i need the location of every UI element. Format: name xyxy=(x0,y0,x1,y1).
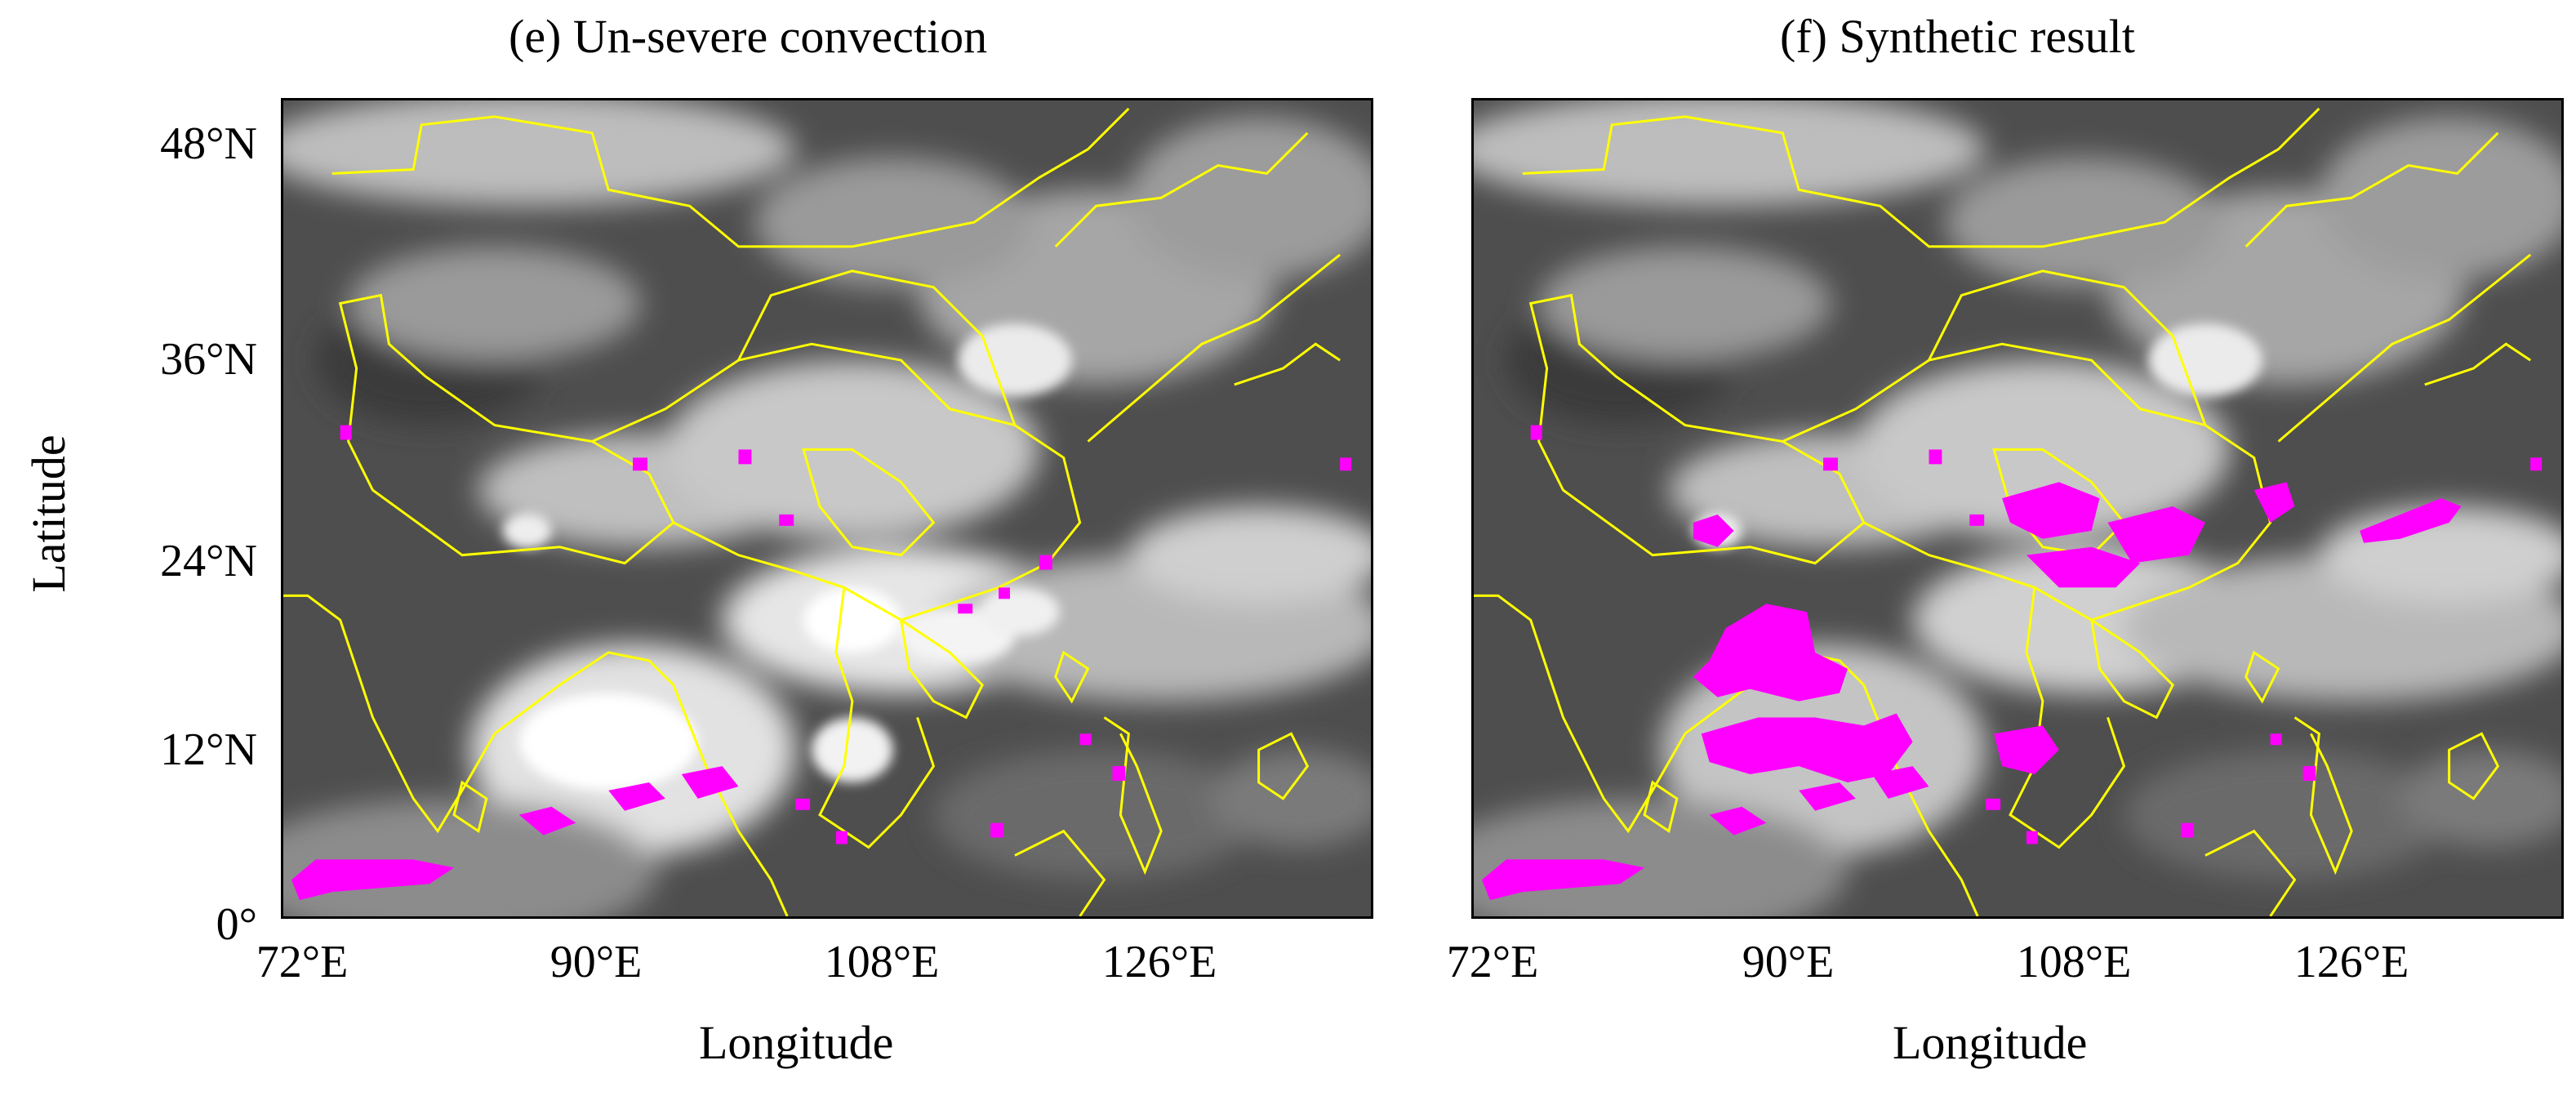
panel-e-map xyxy=(281,98,1373,919)
panel-e-title: (e) Un-severe convection xyxy=(509,10,988,63)
y-axis-label: Latitude xyxy=(22,434,75,593)
panel-f-x-axis-label: Longitude xyxy=(1893,1016,2088,1069)
panel-e-ytick-36: 36°N xyxy=(160,334,257,385)
panel-f-map xyxy=(1471,98,2564,919)
panel-f-xtick-108: 108°E xyxy=(2016,937,2132,987)
panel-f-satellite-image xyxy=(1474,100,2561,916)
panel-e-convection-highlights xyxy=(291,425,1352,901)
panel-e-ytick-48: 48°N xyxy=(160,118,257,169)
panel-e-bright-cells xyxy=(502,323,1072,791)
panel-e-xtick-108: 108°E xyxy=(824,937,940,987)
panel-f-xtick-126: 126°E xyxy=(2293,937,2409,987)
panel-e-xtick-72: 72°E xyxy=(256,937,349,987)
panel-f-synthetic-highlights xyxy=(1481,425,2543,901)
panel-e-xtick-90: 90°E xyxy=(549,937,643,987)
panel-e-boundaries xyxy=(283,107,1341,916)
panel-e-xtick-126: 126°E xyxy=(1101,937,1217,987)
panel-e-ytick-12: 12°N xyxy=(160,724,257,775)
panel-e-xtick-mark-72 xyxy=(281,907,283,919)
panel-f-title: (f) Synthetic result xyxy=(1780,10,2135,63)
panel-e-satellite-image xyxy=(283,100,1371,916)
panel-e-x-axis-label: Longitude xyxy=(699,1016,894,1069)
panel-e-ytick-24: 24°N xyxy=(160,536,257,586)
panel-f-xtick-72: 72°E xyxy=(1446,937,1539,987)
panel-f-xtick-90: 90°E xyxy=(1742,937,1835,987)
panel-e-ytick-0: 0° xyxy=(216,899,257,950)
